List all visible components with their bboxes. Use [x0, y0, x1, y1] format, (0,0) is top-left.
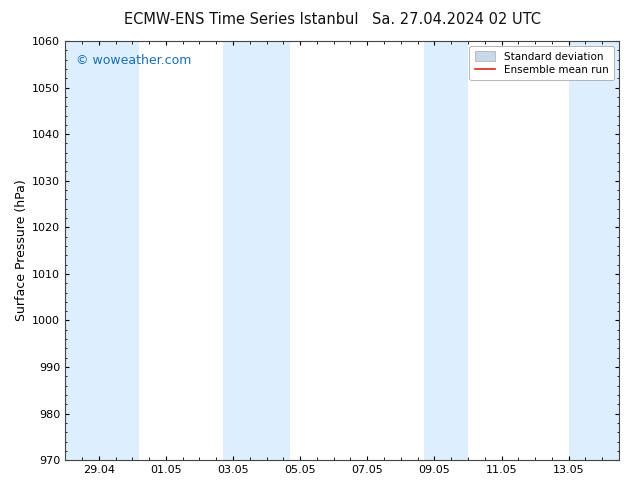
Text: © woweather.com: © woweather.com [76, 53, 191, 67]
Bar [569, 41, 619, 460]
Bar [115, 41, 139, 460]
Text: Sa. 27.04.2024 02 UTC: Sa. 27.04.2024 02 UTC [372, 12, 541, 27]
Bar [444, 41, 468, 460]
Bar [65, 41, 115, 460]
Text: ECMW-ENS Time Series Istanbul: ECMW-ENS Time Series Istanbul [124, 12, 358, 27]
Bar [243, 41, 290, 460]
Y-axis label: Surface Pressure (hPa): Surface Pressure (hPa) [15, 180, 28, 321]
Bar [223, 41, 243, 460]
Legend: Standard deviation, Ensemble mean run: Standard deviation, Ensemble mean run [469, 46, 614, 80]
Bar [424, 41, 444, 460]
